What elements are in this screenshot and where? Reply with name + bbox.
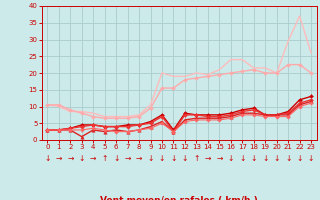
Text: ↓: ↓: [274, 154, 280, 163]
Text: ↑: ↑: [193, 154, 200, 163]
Text: →: →: [67, 154, 74, 163]
Text: →: →: [136, 154, 142, 163]
Text: ↓: ↓: [262, 154, 268, 163]
Text: Vent moyen/en rafales ( km/h ): Vent moyen/en rafales ( km/h ): [100, 196, 258, 200]
Text: ↓: ↓: [147, 154, 154, 163]
Text: ↓: ↓: [296, 154, 303, 163]
Text: ↓: ↓: [44, 154, 51, 163]
Text: ↓: ↓: [182, 154, 188, 163]
Text: ↓: ↓: [228, 154, 234, 163]
Text: →: →: [205, 154, 211, 163]
Text: ↓: ↓: [308, 154, 314, 163]
Text: ↑: ↑: [101, 154, 108, 163]
Text: ↓: ↓: [113, 154, 119, 163]
Text: ↓: ↓: [285, 154, 291, 163]
Text: →: →: [124, 154, 131, 163]
Text: ↓: ↓: [159, 154, 165, 163]
Text: →: →: [90, 154, 96, 163]
Text: ↓: ↓: [170, 154, 177, 163]
Text: ↓: ↓: [251, 154, 257, 163]
Text: →: →: [216, 154, 222, 163]
Text: ↓: ↓: [239, 154, 245, 163]
Text: →: →: [56, 154, 62, 163]
Text: ↓: ↓: [78, 154, 85, 163]
